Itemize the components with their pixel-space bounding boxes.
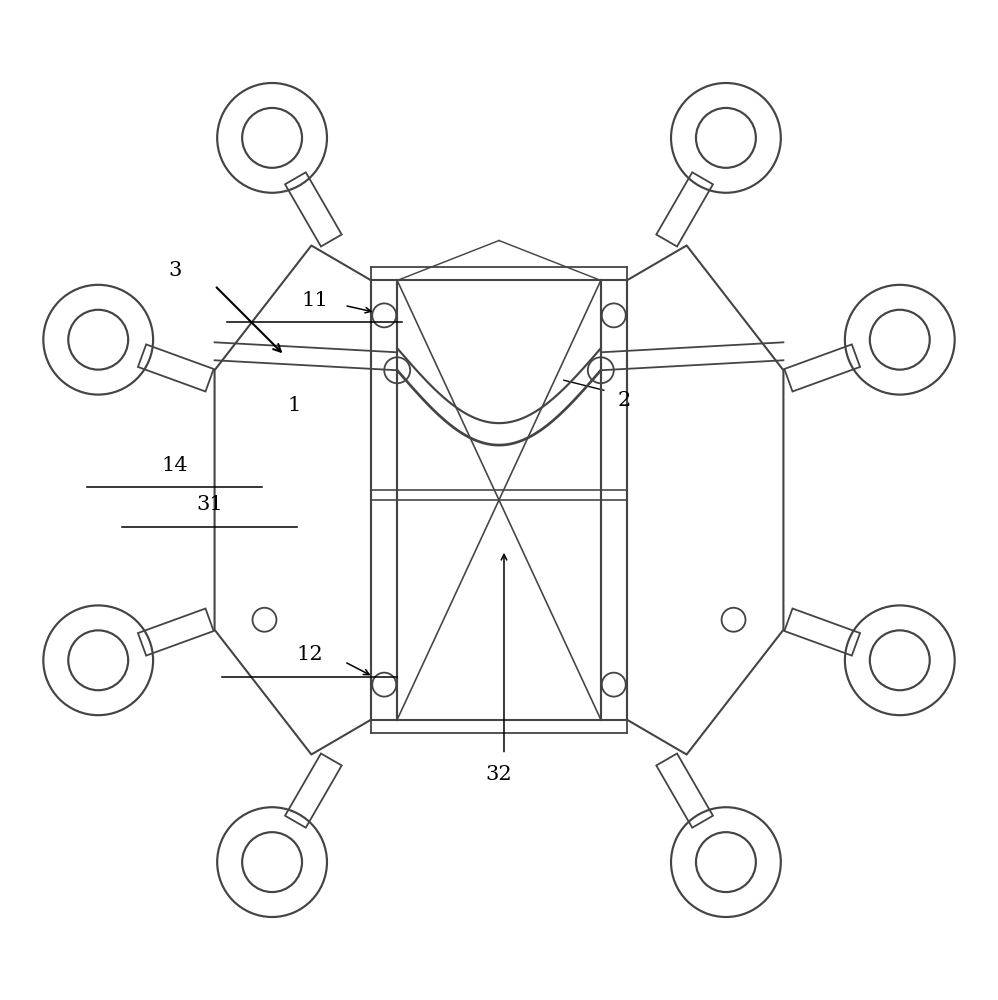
Text: 1: 1 — [287, 396, 301, 415]
Text: 31: 31 — [197, 495, 223, 514]
Text: 14: 14 — [162, 456, 188, 475]
Text: 12: 12 — [296, 645, 322, 664]
Text: 2: 2 — [617, 391, 631, 410]
Text: 3: 3 — [168, 261, 182, 280]
Text: 32: 32 — [486, 765, 512, 784]
Text: 11: 11 — [301, 291, 327, 310]
